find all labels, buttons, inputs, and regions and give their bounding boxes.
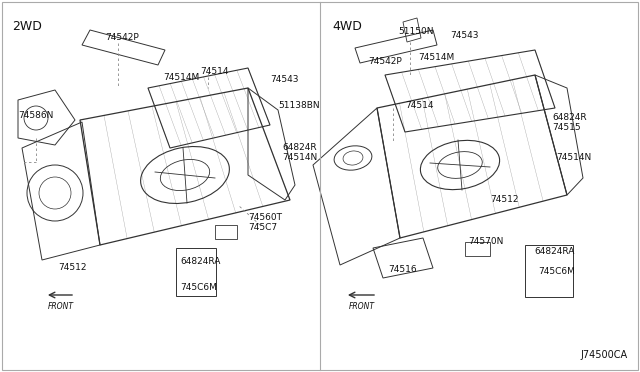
Text: 745C6M: 745C6M xyxy=(180,283,217,292)
Text: 51138BN: 51138BN xyxy=(278,100,319,109)
Text: 74542P: 74542P xyxy=(105,33,139,42)
Text: 4WD: 4WD xyxy=(332,20,362,33)
Text: 74516: 74516 xyxy=(388,266,417,275)
Text: 74514: 74514 xyxy=(405,100,433,109)
Text: J74500CA: J74500CA xyxy=(581,350,628,360)
Text: 745C6M: 745C6M xyxy=(538,267,575,276)
Text: 74560T: 74560T xyxy=(248,214,282,222)
Text: FRONT: FRONT xyxy=(349,302,375,311)
Text: 2WD: 2WD xyxy=(12,20,42,33)
Text: 74512: 74512 xyxy=(490,196,518,205)
Text: 74514: 74514 xyxy=(200,67,228,77)
Text: 74514M: 74514M xyxy=(163,74,199,83)
Text: 74514N: 74514N xyxy=(282,154,317,163)
Text: 64824RA: 64824RA xyxy=(180,257,220,266)
Text: 64824R: 64824R xyxy=(552,113,587,122)
Bar xyxy=(176,248,216,296)
Text: 74514M: 74514M xyxy=(418,54,454,62)
Text: 74515: 74515 xyxy=(552,124,580,132)
Text: 64824RA: 64824RA xyxy=(534,247,574,257)
Text: FRONT: FRONT xyxy=(48,302,74,311)
Text: 74543: 74543 xyxy=(450,31,479,39)
Text: 64824R: 64824R xyxy=(282,144,317,153)
Bar xyxy=(465,242,490,256)
Bar xyxy=(215,225,237,239)
Bar xyxy=(525,245,573,297)
Text: 74542P: 74542P xyxy=(368,58,402,67)
Text: 74514N: 74514N xyxy=(556,154,591,163)
Text: 745C7: 745C7 xyxy=(248,224,277,232)
Text: 74543: 74543 xyxy=(270,76,298,84)
Text: 74586N: 74586N xyxy=(18,110,53,119)
Text: 74570N: 74570N xyxy=(468,237,504,247)
Text: 51150N: 51150N xyxy=(398,28,433,36)
Text: 74512: 74512 xyxy=(58,263,86,273)
